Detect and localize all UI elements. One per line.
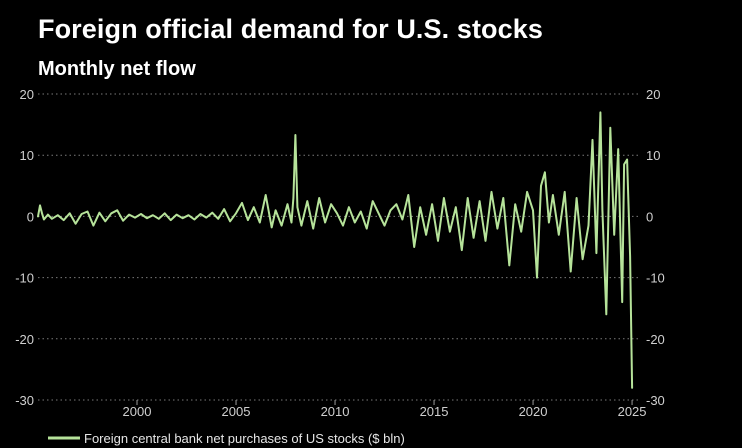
legend: Foreign central bank net purchases of US… bbox=[48, 431, 405, 446]
y-tick-label-left: -30 bbox=[15, 393, 34, 408]
grid bbox=[38, 93, 638, 401]
chart-subtitle: Monthly net flow bbox=[38, 58, 196, 80]
y-tick-label-right: -10 bbox=[646, 271, 665, 286]
y-tick-label-right: 10 bbox=[646, 148, 660, 163]
y-tick-label-right: -30 bbox=[646, 393, 665, 408]
series-line bbox=[37, 111, 634, 389]
x-tick-label: 2020 bbox=[519, 404, 548, 419]
x-tick-label: 2000 bbox=[123, 404, 152, 419]
series bbox=[37, 111, 634, 389]
y-axis-right: 20 10 0 -10 -20 -30 bbox=[646, 87, 665, 408]
y-axis-left: 20 10 0 -10 -20 -30 bbox=[15, 87, 34, 408]
y-tick-label-right: 20 bbox=[646, 87, 660, 102]
x-axis: 2000 2005 2010 2015 2020 2025 bbox=[123, 400, 647, 419]
legend-label: Foreign central bank net purchases of US… bbox=[84, 431, 405, 446]
x-tick-label: 2010 bbox=[321, 404, 350, 419]
x-tick-label: 2025 bbox=[618, 404, 647, 419]
x-tick-label: 2015 bbox=[420, 404, 449, 419]
y-tick-label-right: -20 bbox=[646, 332, 665, 347]
chart-title: Foreign official demand for U.S. stocks bbox=[38, 14, 543, 44]
y-tick-label-left: -20 bbox=[15, 332, 34, 347]
y-tick-label-left: 20 bbox=[20, 87, 34, 102]
y-tick-label-right: 0 bbox=[646, 209, 653, 224]
y-tick-label-left: 0 bbox=[27, 209, 34, 224]
x-tick-label: 2005 bbox=[222, 404, 251, 419]
y-tick-label-left: -10 bbox=[15, 271, 34, 286]
y-tick-label-left: 10 bbox=[20, 148, 34, 163]
